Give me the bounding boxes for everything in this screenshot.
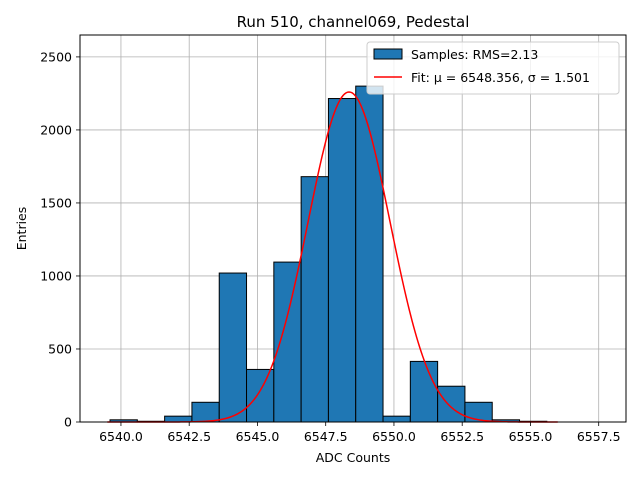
y-axis-label: Entries <box>14 207 29 251</box>
x-tick-label-0: 6540.0 <box>99 429 143 444</box>
x-tick-label-2: 6545.0 <box>236 429 280 444</box>
histogram-bars <box>109 85 548 423</box>
histogram-bar-8 <box>327 98 357 423</box>
histogram-bar-4 <box>218 272 248 423</box>
x-tick-label-3: 6547.5 <box>304 429 348 444</box>
plot-frame <box>79 34 627 423</box>
histogram-bar-5 <box>246 368 275 423</box>
histogram-bar-3 <box>191 401 220 423</box>
x-tick-label-6: 6555.0 <box>509 429 553 444</box>
x-axis-label: ADC Counts <box>316 450 391 465</box>
legend-samples-patch <box>373 48 403 60</box>
histogram-bar-12 <box>437 385 466 423</box>
y-tick-label-4: 2000 <box>40 122 72 137</box>
y-tick-label-0: 0 <box>64 415 72 430</box>
histogram-bar-7 <box>300 176 329 423</box>
legend-samples-label: Samples: RMS=2.13 <box>411 47 538 62</box>
legend-box <box>366 41 620 95</box>
axis-ticks: 6540.0 6542.5 6545.0 6547.5 6550.0 6552.5 6555… <box>40 49 620 444</box>
histogram-bar-10 <box>382 415 411 423</box>
legend: Samples: RMS=2.13 Fit: μ = 6548.356, σ =… <box>366 41 620 95</box>
y-tick-label-2: 1000 <box>40 268 72 283</box>
legend-fit-label: Fit: μ = 6548.356, σ = 1.501 <box>411 70 590 85</box>
y-tick-label-3: 1500 <box>40 195 72 210</box>
histogram-bar-9 <box>355 85 384 423</box>
x-tick-label-4: 6550.0 <box>372 429 416 444</box>
y-tick-label-1: 500 <box>48 341 72 356</box>
chart-title: Run 510, channel069, Pedestal <box>237 13 470 31</box>
x-tick-label-1: 6542.5 <box>167 429 211 444</box>
x-tick-label-7: 6557.5 <box>577 429 621 444</box>
y-tick-label-5: 2500 <box>40 49 72 64</box>
histogram-bar-6 <box>273 261 302 423</box>
x-tick-label-5: 6552.5 <box>440 429 484 444</box>
histogram-bar-11 <box>409 360 439 423</box>
